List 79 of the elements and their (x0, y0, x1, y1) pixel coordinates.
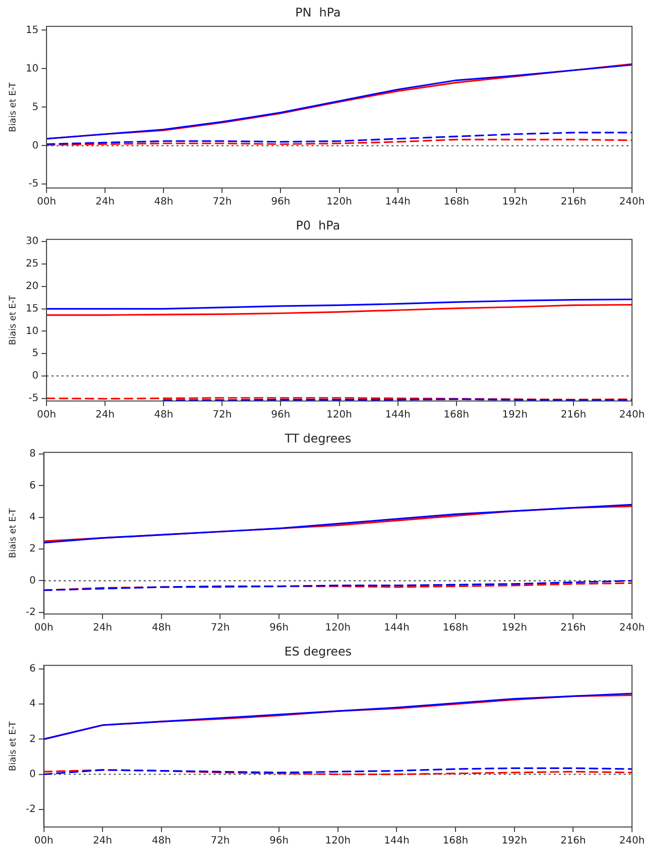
x-tick-label: 72h (212, 410, 232, 421)
x-tick-label: 96h (270, 836, 289, 847)
y-tick-label: -5 (28, 392, 39, 404)
x-tick-label: 168h (442, 622, 468, 634)
x-tick-label: 216h (560, 196, 586, 208)
x-tick-label: 48h (154, 196, 174, 208)
y-tick-label: 5 (32, 102, 39, 113)
y-tick-label: 4 (29, 512, 36, 523)
x-tick-label: 72h (210, 836, 230, 847)
y-tick-label: 10 (26, 326, 39, 337)
line-series (44, 767, 632, 776)
y-tick-label: 15 (26, 303, 39, 314)
x-tick-label: 96h (271, 410, 290, 421)
y-tick-label: 5 (32, 348, 39, 360)
y-tick-label: 8 (29, 448, 36, 460)
x-tick-label: 192h (502, 410, 528, 421)
x-tick-label: 240h (619, 836, 645, 847)
y-tick-label: 20 (26, 280, 39, 292)
y-tick-label: 0 (32, 370, 39, 382)
y-tick-label: 25 (26, 258, 39, 270)
x-tick-label: 192h (502, 196, 528, 208)
x-tick-label: 120h (326, 196, 352, 208)
x-tick-label: 216h (560, 622, 586, 634)
y-tick-label: -5 (28, 178, 39, 190)
x-tick-label: 96h (271, 196, 290, 208)
y-tick-label: 6 (29, 664, 36, 675)
chart-title: PN hPa (295, 5, 341, 20)
x-tick-label: 48h (152, 836, 171, 847)
line-series (46, 132, 632, 145)
x-tick-label: 72h (212, 196, 232, 208)
x-tick-label: 24h (96, 196, 115, 208)
x-tick-label: 00h (34, 622, 54, 634)
chart-title: ES degrees (284, 644, 352, 658)
x-tick-label: 120h (326, 410, 352, 421)
x-tick-label: 144h (384, 836, 410, 847)
y-tick-label: 4 (29, 698, 36, 710)
x-tick-label: 168h (444, 410, 470, 421)
y-tick-label: -2 (26, 607, 36, 618)
x-tick-label: 00h (34, 836, 54, 847)
y-tick-label: 2 (29, 544, 36, 555)
x-tick-label: 96h (270, 622, 289, 634)
y-tick-label: 0 (32, 140, 39, 152)
y-axis-title: Biais et E-T (8, 294, 19, 346)
chart-title: P0 hPa (296, 218, 340, 232)
y-tick-label: -2 (26, 804, 36, 816)
x-tick-label: 240h (619, 196, 645, 208)
y-tick-label: 15 (26, 24, 39, 36)
x-tick-label: 00h (36, 410, 56, 421)
x-tick-label: 144h (384, 622, 410, 634)
y-tick-label: 0 (29, 768, 36, 780)
x-tick-label: 72h (210, 622, 230, 634)
x-tick-label: 240h (619, 410, 645, 421)
y-axis-title: Biais et E-T (8, 720, 19, 772)
line-series (44, 580, 632, 592)
y-tick-label: 6 (29, 480, 36, 492)
x-tick-label: 192h (502, 622, 528, 634)
x-tick-label: 120h (325, 836, 351, 847)
x-tick-label: 24h (96, 410, 115, 421)
x-tick-label: 216h (560, 410, 586, 421)
x-tick-label: 48h (152, 622, 171, 634)
x-tick-label: 168h (442, 836, 468, 847)
x-tick-label: 48h (154, 410, 174, 421)
x-tick-label: 144h (385, 410, 411, 421)
x-tick-label: 24h (93, 836, 112, 847)
x-tick-label: 168h (444, 196, 470, 208)
chart-title: TT degrees (284, 431, 352, 446)
y-tick-label: 2 (29, 734, 36, 745)
y-tick-label: 30 (26, 236, 39, 248)
x-tick-label: 216h (560, 836, 586, 847)
x-tick-label: 120h (325, 622, 351, 634)
y-tick-label: 10 (26, 63, 39, 74)
x-tick-label: 00h (36, 196, 56, 208)
x-tick-label: 192h (502, 836, 528, 847)
x-tick-label: 240h (619, 622, 645, 634)
y-axis-title: Biais et E-T (8, 82, 19, 132)
x-tick-label: 144h (385, 196, 411, 208)
y-tick-label: 0 (29, 575, 36, 586)
y-axis-title: Biais et E-T (8, 508, 19, 558)
x-tick-label: 24h (93, 622, 112, 634)
